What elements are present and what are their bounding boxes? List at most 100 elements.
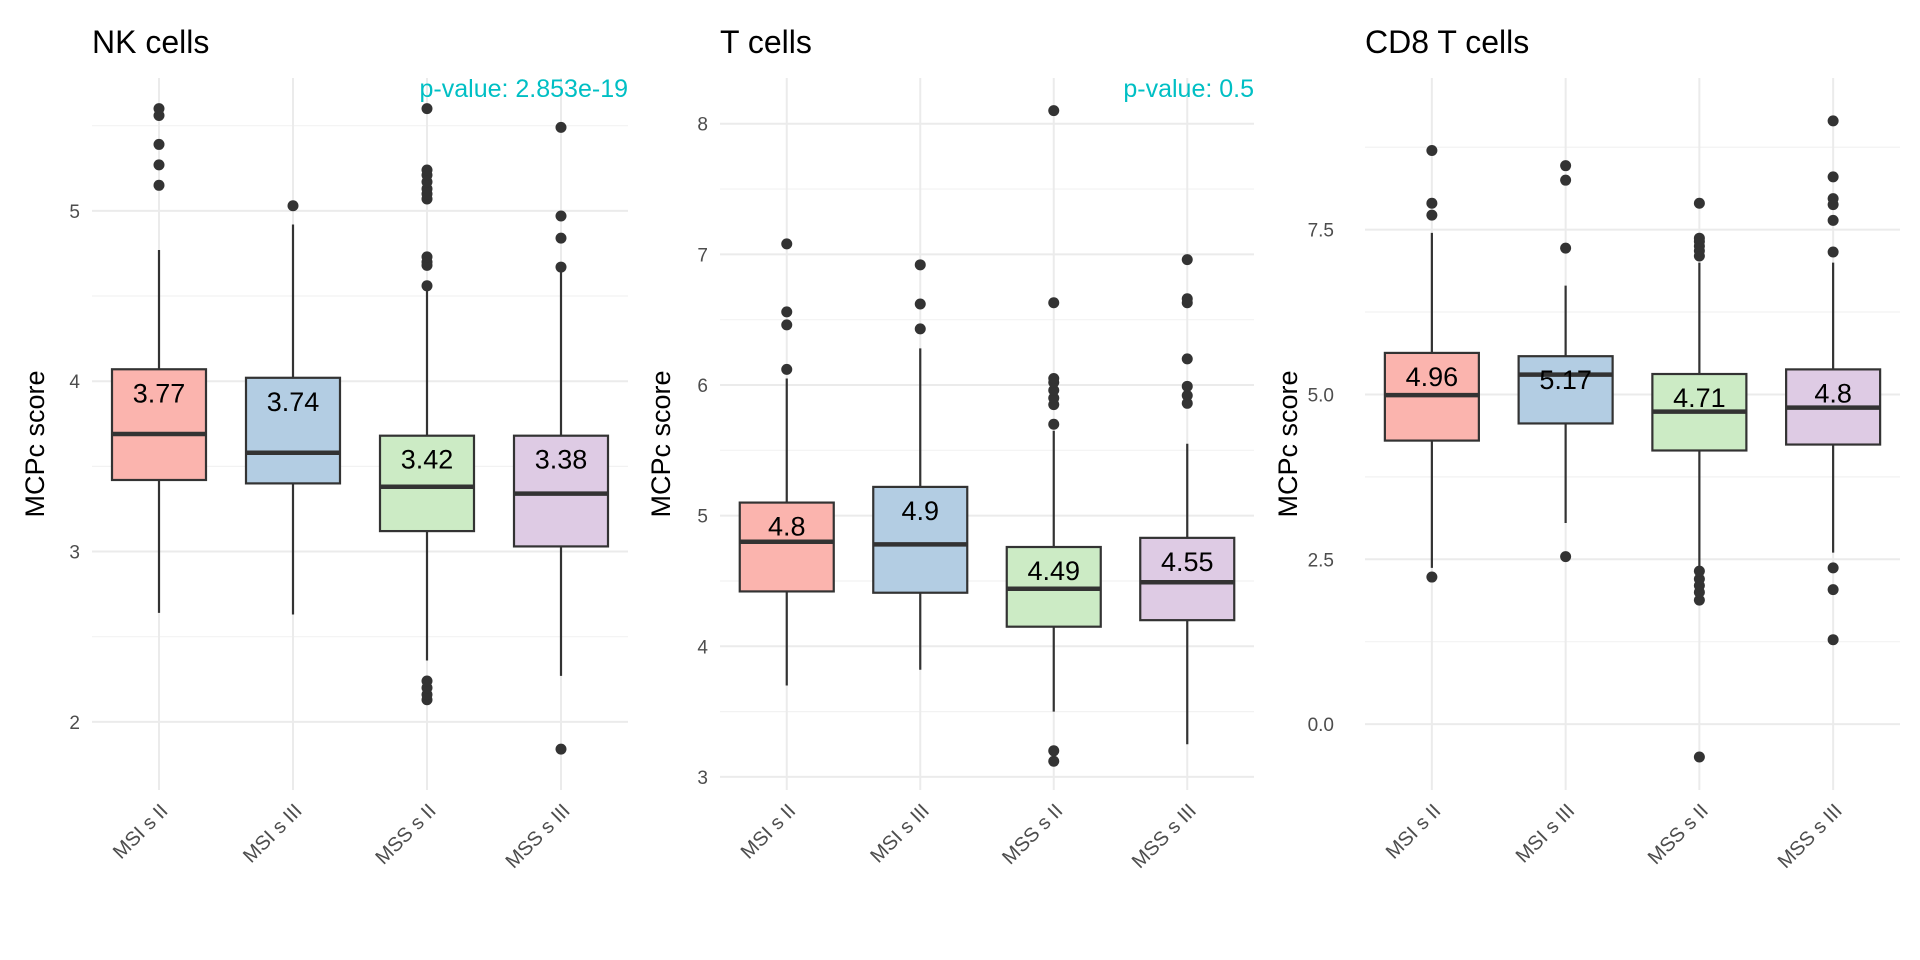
x-tick-label: MSI s III bbox=[866, 800, 933, 867]
y-tick-label: 4 bbox=[69, 372, 80, 393]
x-tick-label: MSS s II bbox=[998, 800, 1067, 869]
outlier-point bbox=[1181, 353, 1193, 365]
outlier-point bbox=[1693, 751, 1705, 763]
x-tick-label: MSI s III bbox=[239, 800, 306, 867]
outlier-point bbox=[1827, 562, 1839, 574]
x-tick-label: MSS s III bbox=[1128, 800, 1201, 873]
box-msi-s-ii: 4.96 bbox=[1383, 145, 1480, 583]
y-tick-label: 8 bbox=[697, 115, 708, 136]
outlier-point bbox=[1560, 551, 1572, 563]
box-value-label: 4.71 bbox=[1673, 383, 1726, 413]
outlier-point bbox=[1426, 209, 1438, 221]
outlier-point bbox=[1693, 197, 1705, 209]
outlier-point bbox=[1048, 755, 1060, 767]
outlier-point bbox=[1827, 115, 1839, 127]
outlier-point bbox=[555, 210, 567, 222]
box-body bbox=[1139, 536, 1236, 622]
outlier-point bbox=[1693, 565, 1705, 577]
y-tick-label: 0.0 bbox=[1308, 715, 1334, 736]
outlier-point bbox=[781, 363, 793, 375]
x-tick-label: MSS s II bbox=[1644, 800, 1713, 869]
outlier-point bbox=[1181, 380, 1193, 392]
box-value-label: 4.49 bbox=[1027, 556, 1080, 586]
outlier-point bbox=[1048, 392, 1060, 404]
box-value-label: 4.96 bbox=[1406, 362, 1459, 392]
outlier-point bbox=[914, 323, 926, 335]
outlier-point bbox=[1827, 214, 1839, 226]
outlier-point bbox=[421, 675, 433, 687]
outlier-point bbox=[555, 743, 567, 755]
box-body bbox=[512, 434, 610, 548]
outlier-point bbox=[1181, 293, 1193, 305]
outlier-point bbox=[914, 298, 926, 310]
box-mss-s-ii: 4.49 bbox=[1005, 105, 1102, 767]
outlier-point bbox=[1048, 418, 1060, 430]
outlier-point bbox=[1827, 171, 1839, 183]
box-body bbox=[1517, 355, 1614, 425]
box-value-label: 4.9 bbox=[901, 496, 939, 526]
box-body bbox=[110, 368, 208, 482]
box-body bbox=[244, 376, 342, 485]
x-tick-label: MSS s II bbox=[372, 800, 441, 869]
outlier-point bbox=[781, 306, 793, 318]
outlier-point bbox=[1426, 571, 1438, 583]
x-tick-label: MSI s II bbox=[109, 800, 172, 863]
box-value-label: 5.17 bbox=[1539, 365, 1592, 395]
outlier-point bbox=[1560, 160, 1572, 172]
box-value-label: 3.74 bbox=[267, 387, 320, 417]
y-tick-label: 5 bbox=[69, 202, 80, 223]
y-tick-label: 2 bbox=[69, 713, 80, 734]
outlier-point bbox=[421, 103, 433, 115]
outlier-point bbox=[1048, 105, 1060, 117]
chart-panel-2: 3 4 5 6 7 8 T cells MCPc score p-value: 0.5 4.8 4.… bbox=[646, 24, 1254, 873]
box-value-label: 3.38 bbox=[535, 445, 588, 475]
y-tick-label: 2.5 bbox=[1308, 550, 1334, 571]
outlier-point bbox=[1560, 174, 1572, 186]
outlier-point bbox=[287, 200, 299, 212]
y-tick-label: 5.0 bbox=[1308, 385, 1334, 406]
outlier-point bbox=[421, 164, 433, 176]
outlier-point bbox=[153, 159, 165, 171]
box-value-label: 3.42 bbox=[401, 445, 454, 475]
y-axis-title: MCPc score bbox=[1273, 370, 1303, 517]
box-body bbox=[378, 434, 476, 533]
outlier-point bbox=[781, 319, 793, 331]
outlier-point bbox=[1181, 397, 1193, 409]
box-mss-s-ii: 3.42 bbox=[378, 103, 476, 706]
outlier-point bbox=[781, 238, 793, 250]
grid-lines bbox=[720, 78, 1254, 790]
outlier-point bbox=[153, 179, 165, 191]
box-value-label: 3.77 bbox=[133, 378, 186, 408]
y-tick-label: 5 bbox=[697, 507, 708, 528]
outlier-point bbox=[1693, 232, 1705, 244]
box-mss-s-iii: 4.55 bbox=[1139, 254, 1236, 745]
x-tick-label: MSI s III bbox=[1512, 800, 1579, 867]
box-mss-s-iii: 3.38 bbox=[512, 121, 610, 755]
panel-title: NK cells bbox=[92, 24, 209, 60]
outlier-point bbox=[1827, 246, 1839, 258]
box-msi-s-iii: 3.74 bbox=[244, 200, 342, 615]
outlier-point bbox=[1426, 197, 1438, 209]
p-value-annotation: p-value: 2.853e-19 bbox=[420, 75, 628, 103]
outlier-point bbox=[555, 232, 567, 244]
box-mss-s-iii: 4.8 bbox=[1785, 115, 1882, 646]
outlier-point bbox=[1827, 584, 1839, 596]
outlier-point bbox=[421, 280, 433, 292]
box-body bbox=[738, 501, 835, 593]
y-tick-label: 3 bbox=[697, 768, 708, 789]
box-value-label: 4.55 bbox=[1161, 547, 1214, 577]
outlier-point bbox=[1693, 594, 1705, 606]
outlier-point bbox=[1048, 372, 1060, 384]
p-value-annotation: p-value: 0.5 bbox=[1123, 75, 1254, 103]
outlier-point bbox=[1827, 193, 1839, 205]
box-value-label: 4.8 bbox=[1814, 378, 1852, 408]
outlier-point bbox=[914, 259, 926, 271]
panel-title: CD8 T cells bbox=[1365, 24, 1529, 60]
outlier-point bbox=[153, 138, 165, 150]
x-tick-label: MSI s II bbox=[1382, 800, 1445, 863]
box-value-label: 4.8 bbox=[768, 512, 806, 542]
y-tick-label: 3 bbox=[69, 543, 80, 564]
y-axis-title: MCPc score bbox=[20, 370, 50, 517]
outlier-point bbox=[1560, 242, 1572, 254]
chart-panel-1: 2 3 4 5 NK cells MCPc score p-value: 2.853e-19… bbox=[20, 24, 628, 873]
